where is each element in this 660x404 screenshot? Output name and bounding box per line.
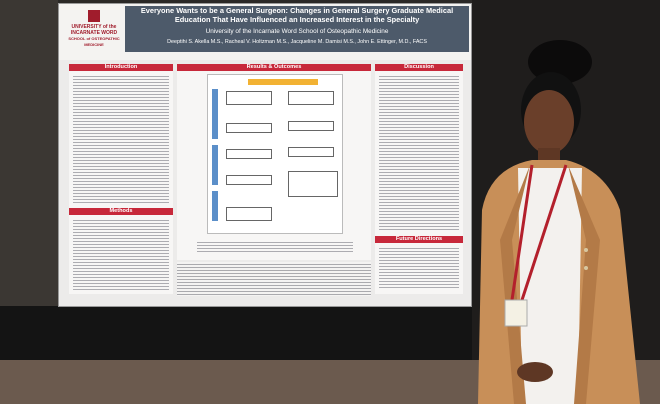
poster: UNIVERSITY of the INCARNATE WORD SCHOOL o…: [58, 3, 472, 307]
poster-title: Everyone Wants to be a General Surgeon: …: [140, 6, 454, 24]
title-band: [125, 6, 469, 52]
badge: [504, 299, 528, 327]
results-text: [177, 262, 371, 296]
button: [584, 266, 588, 270]
button: [584, 248, 588, 252]
lapel: [568, 165, 600, 404]
flow-top: [248, 79, 318, 85]
section-header: Results & Outcomes: [177, 64, 371, 71]
body-text: [379, 246, 459, 290]
flow-box: [288, 121, 334, 131]
logo-sub: SCHOOL of OSTEOPATHIC MEDICINE: [68, 36, 120, 47]
logo-text: UNIVERSITY of the INCARNATE WORD: [70, 24, 118, 36]
flow-label: [212, 89, 218, 139]
section-header: Methods: [69, 208, 173, 215]
wall: [0, 0, 58, 340]
face: [524, 90, 574, 154]
logo: UNIVERSITY of the INCARNATE WORD SCHOOL o…: [65, 10, 123, 50]
flow-box: [226, 175, 272, 185]
authors: Deeptihi S. Akella M.S., Racheal V. Holt…: [167, 39, 427, 45]
institution: University of the Incarnate Word School …: [205, 28, 389, 35]
hair-bun: [528, 40, 592, 84]
center-column: Results & Outcomes: [177, 64, 371, 260]
flow-label: [212, 191, 218, 221]
lanyard: [510, 164, 568, 301]
flow-label: [212, 145, 218, 185]
flow-diagram: [207, 74, 343, 234]
section-header: Discussion: [375, 64, 463, 71]
flow-box: [226, 91, 272, 105]
left-column: Introduction Methods: [69, 64, 173, 294]
hands: [517, 362, 553, 382]
flow-box: [288, 171, 338, 197]
body-text: [73, 74, 169, 204]
right-column: Discussion Future Directions: [375, 64, 463, 294]
section-header: Future Directions: [375, 236, 463, 243]
section-header: Introduction: [69, 64, 173, 71]
body-text: [73, 218, 169, 290]
flow-box: [226, 207, 272, 221]
shirt: [518, 168, 582, 404]
body-text: [379, 74, 459, 232]
flow-box: [226, 123, 272, 133]
caption: [197, 240, 353, 254]
flow-box: [288, 91, 334, 105]
flow-box: [288, 147, 334, 157]
flow-box: [226, 149, 272, 159]
